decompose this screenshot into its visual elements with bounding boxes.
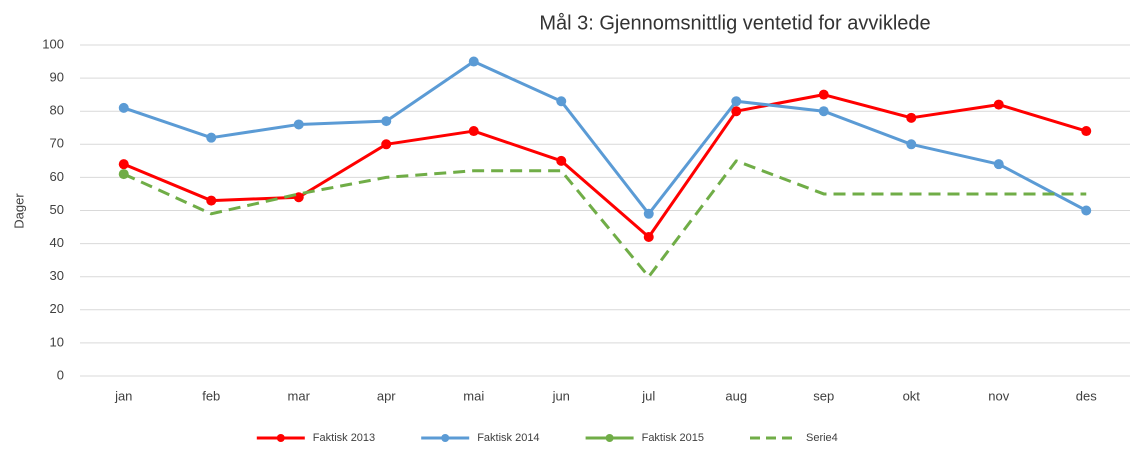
x-tick-label: aug xyxy=(725,388,747,403)
x-tick-label: okt xyxy=(903,388,921,403)
point xyxy=(643,208,654,219)
point xyxy=(731,106,742,117)
x-tick-label: des xyxy=(1076,388,1097,403)
y-tick-label: 0 xyxy=(57,367,64,382)
point xyxy=(556,96,567,107)
y-tick-label: 30 xyxy=(50,268,64,283)
point xyxy=(293,119,304,130)
point xyxy=(643,231,654,242)
legend-marker xyxy=(276,434,285,442)
x-tick-label: feb xyxy=(202,388,220,403)
point xyxy=(206,132,217,143)
point xyxy=(818,89,829,100)
x-tick-label: mar xyxy=(288,388,311,403)
y-tick-label: 70 xyxy=(50,136,64,151)
point xyxy=(118,102,129,113)
point xyxy=(468,126,479,137)
legend-label: Faktisk 2014 xyxy=(477,432,539,444)
point xyxy=(906,139,917,150)
legend-marker xyxy=(605,434,614,442)
point xyxy=(1081,126,1092,137)
x-tick-label: apr xyxy=(377,388,396,403)
x-tick-label: nov xyxy=(988,388,1009,403)
y-tick-label: 90 xyxy=(50,70,64,85)
y-tick-label: 80 xyxy=(50,103,64,118)
y-tick-label: 10 xyxy=(50,334,64,349)
x-tick-label: jan xyxy=(114,388,132,403)
point xyxy=(118,159,129,170)
series-line xyxy=(123,159,1087,279)
chart-title: Mål 3: Gjennomsnittlig ventetid for avvi… xyxy=(539,12,930,34)
point xyxy=(293,192,304,203)
point xyxy=(381,116,392,127)
point xyxy=(381,139,392,150)
point xyxy=(731,96,742,107)
y-tick-label: 40 xyxy=(50,235,64,250)
series-line xyxy=(123,60,1087,216)
point xyxy=(206,195,217,206)
legend-label: Faktisk 2013 xyxy=(313,432,375,444)
series-line xyxy=(123,93,1087,239)
point xyxy=(906,112,917,123)
y-tick-label: 20 xyxy=(50,301,64,316)
point xyxy=(818,106,829,117)
x-tick-label: sep xyxy=(813,388,834,403)
point xyxy=(993,99,1004,110)
x-tick-label: jul xyxy=(641,388,655,403)
legend-label: Faktisk 2015 xyxy=(642,432,704,444)
y-tick-label: 100 xyxy=(42,36,64,51)
y-axis-label: Dager xyxy=(11,193,26,229)
y-tick-label: 60 xyxy=(50,169,64,184)
y-tick-label: 50 xyxy=(50,202,64,217)
point xyxy=(1081,205,1092,216)
legend-marker xyxy=(441,434,450,442)
x-tick-label: mai xyxy=(463,388,484,403)
point xyxy=(993,159,1004,170)
point xyxy=(468,56,479,67)
legend-label: Serie4 xyxy=(806,432,838,444)
point xyxy=(556,155,567,166)
x-tick-label: jun xyxy=(552,388,570,403)
